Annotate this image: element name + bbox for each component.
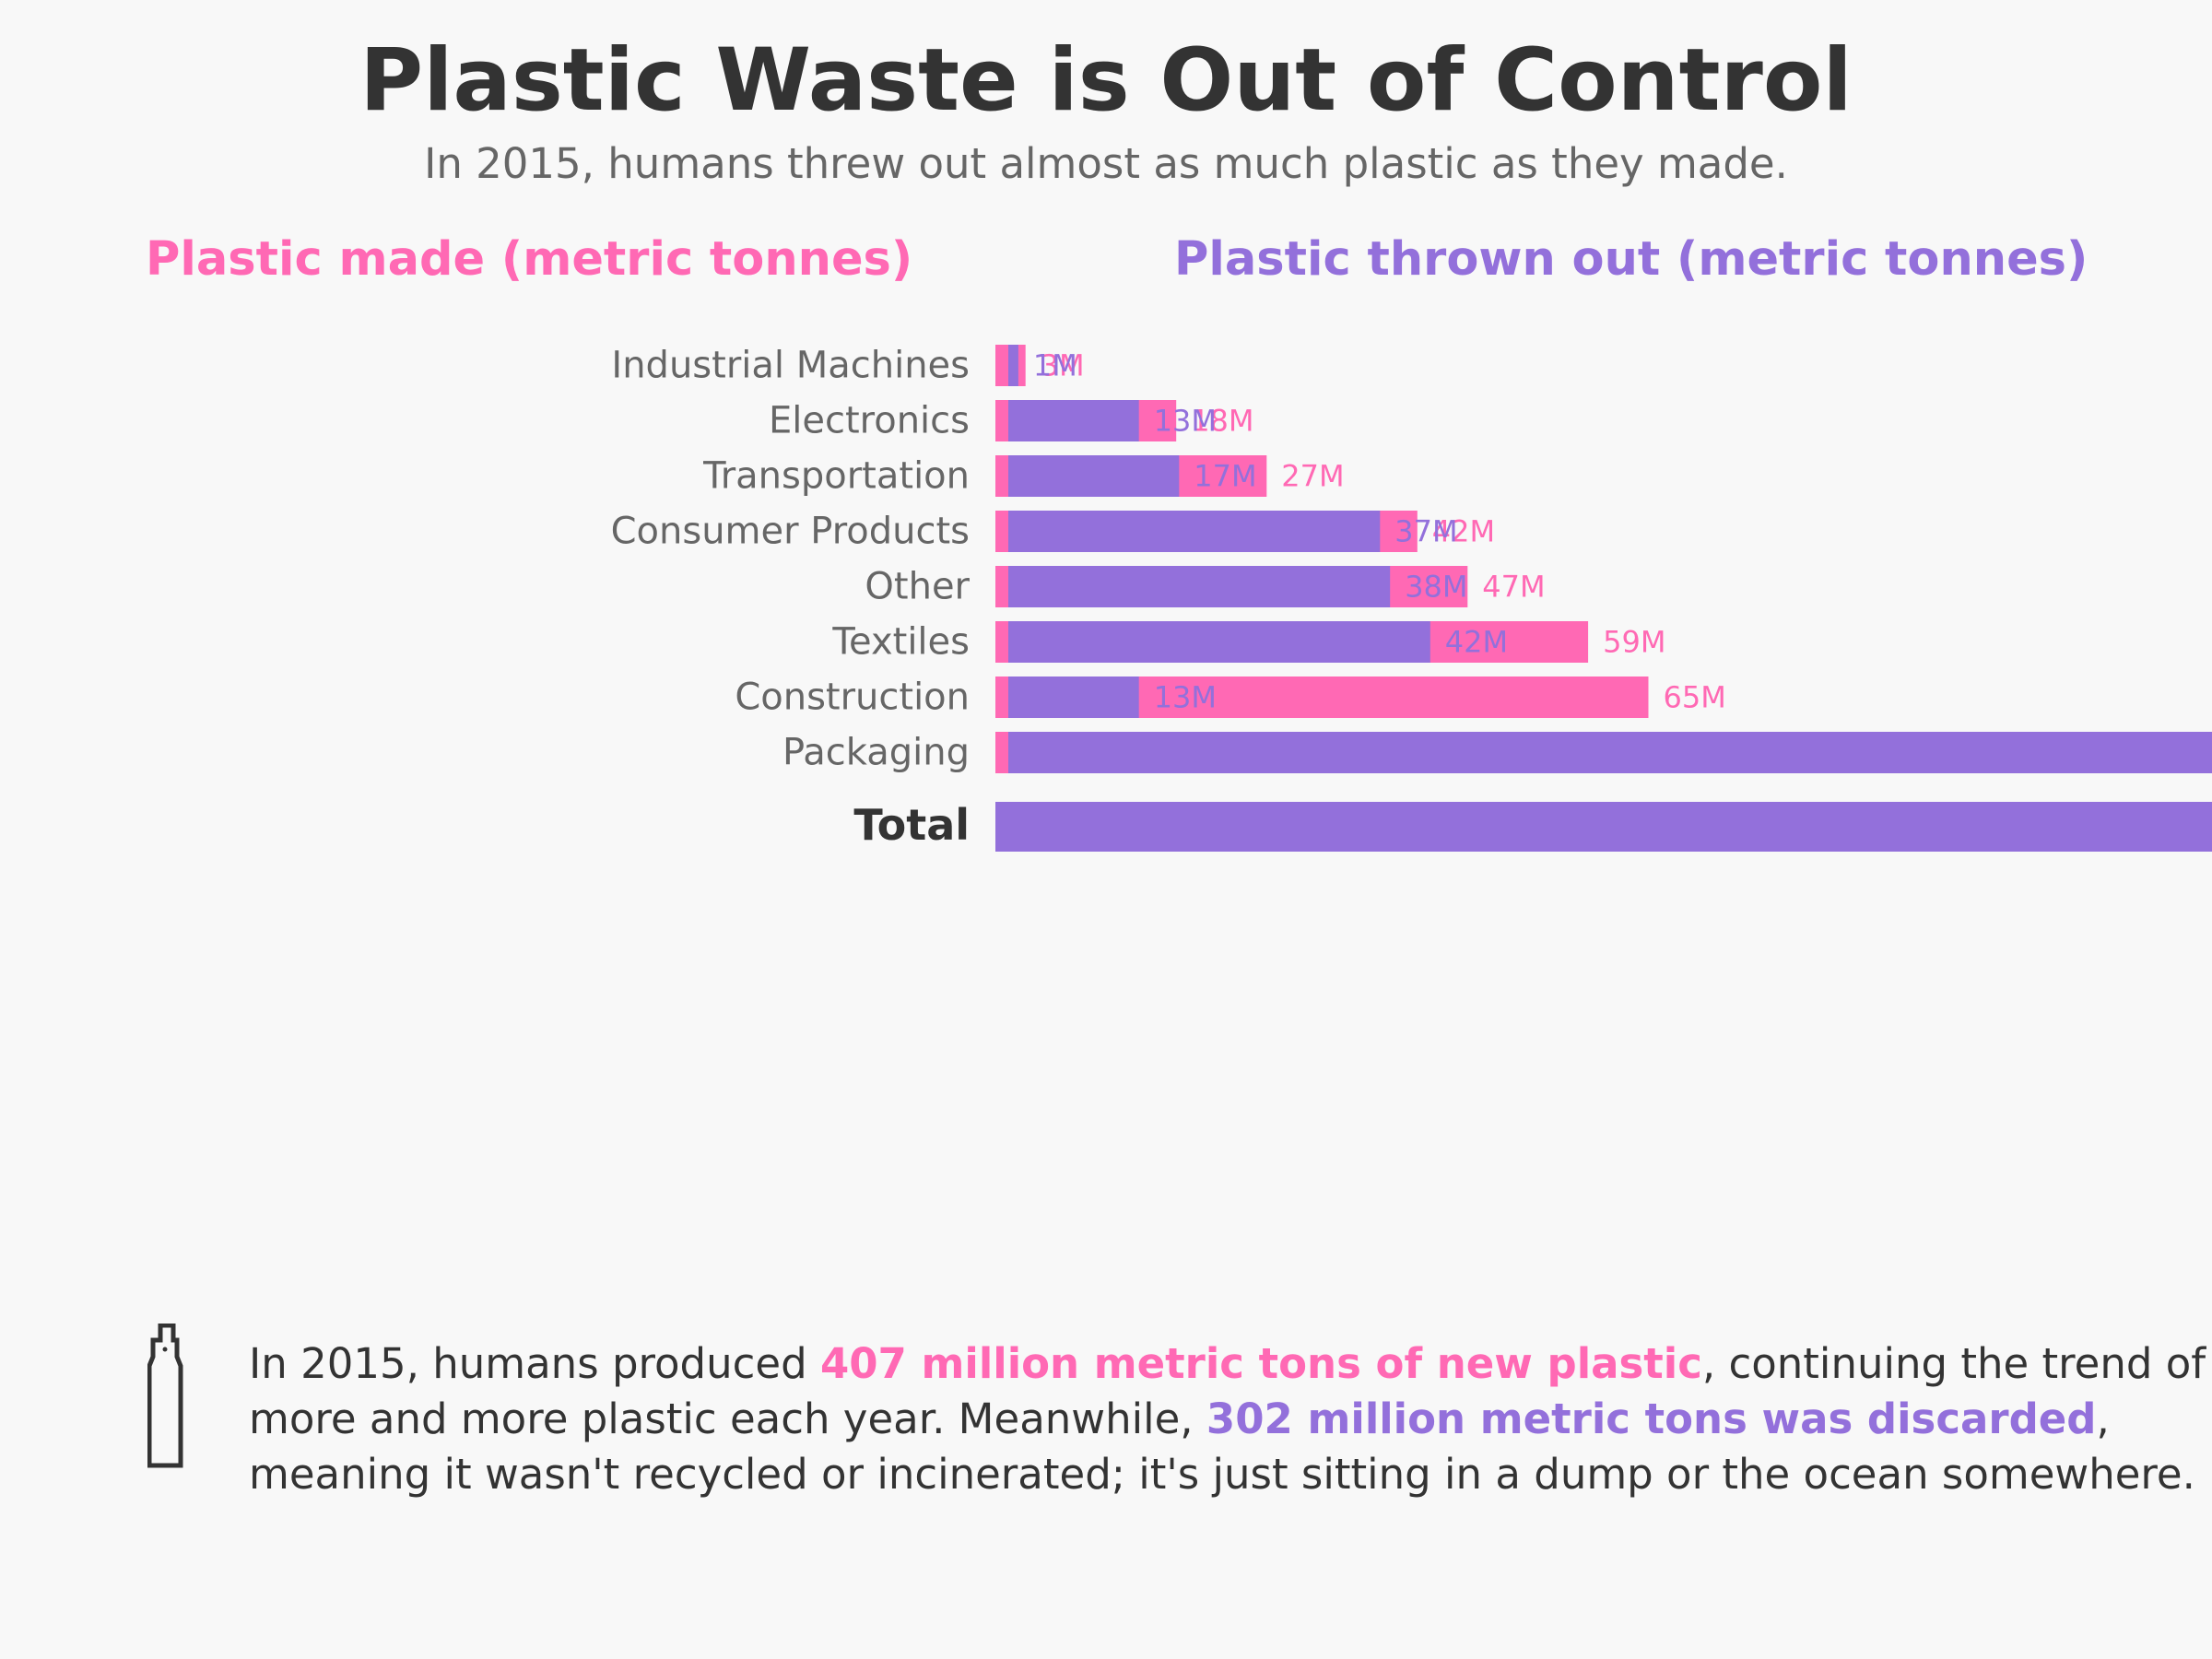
thrown-bar bbox=[1008, 677, 1139, 718]
thrown-value-label: 38M bbox=[1405, 570, 1467, 605]
total-label: Total bbox=[853, 800, 970, 850]
summary-line-1: In 2015, humans produced 407 million met… bbox=[249, 1336, 2212, 1392]
thrown-total-highlight: 302 million metric tons was discarded bbox=[1206, 1394, 2097, 1443]
thrown-value-label: 1M bbox=[1033, 348, 1077, 383]
thrown-value-label: 13M bbox=[1154, 680, 1217, 715]
thrown-bar bbox=[1008, 345, 1018, 386]
thrown-bar bbox=[995, 802, 2212, 852]
thrown-bar bbox=[1008, 566, 1391, 607]
page-title: Plastic Waste is Out of Control bbox=[359, 30, 1853, 131]
made-value-label: 42M bbox=[1432, 514, 1495, 549]
category-label: Packaging bbox=[782, 732, 970, 774]
summary-text: In 2015, humans produced bbox=[249, 1339, 820, 1388]
thrown-bar bbox=[1008, 511, 1381, 552]
made-value-label: 65M bbox=[1664, 680, 1726, 715]
thrown-value-label: 13M bbox=[1154, 404, 1217, 439]
category-label: Industrial Machines bbox=[611, 345, 970, 387]
made-value-label: 27M bbox=[1281, 459, 1344, 494]
thrown-bar bbox=[1008, 400, 1139, 441]
bottle-icon bbox=[147, 1324, 183, 1468]
thrown-bar bbox=[1008, 455, 1180, 497]
summary-text: , bbox=[2096, 1394, 2110, 1443]
category-label: Electronics bbox=[769, 400, 970, 442]
made-column-header: Plastic made (metric tonnes) bbox=[146, 232, 913, 287]
category-label: Construction bbox=[735, 677, 970, 719]
category-label: Textiles bbox=[831, 621, 970, 664]
thrown-bar bbox=[1008, 732, 2212, 773]
summary-text: , continuing the trend of bbox=[1701, 1339, 2206, 1388]
summary-text: more and more plastic each year. Meanwhi… bbox=[249, 1394, 1206, 1443]
made-value-label: 47M bbox=[1482, 570, 1545, 605]
category-label: Transportation bbox=[702, 455, 970, 498]
summary-line-2: more and more plastic each year. Meanwhi… bbox=[249, 1392, 2212, 1447]
thrown-value-label: 17M bbox=[1194, 459, 1256, 494]
page-subtitle: In 2015, humans threw out almost as much… bbox=[424, 139, 1788, 188]
category-label: Consumer Products bbox=[611, 511, 970, 553]
summary-note: In 2015, humans produced 407 million met… bbox=[249, 1336, 2212, 1502]
thrown-value-label: 42M bbox=[1445, 625, 1508, 660]
made-value-label: 3M bbox=[1041, 348, 1085, 383]
made-total-highlight: 407 million metric tons of new plastic bbox=[819, 1339, 1702, 1388]
summary-line-3: meaning it wasn't recycled or incinerate… bbox=[249, 1450, 2195, 1499]
thrown-value-label: 37M bbox=[1394, 514, 1457, 549]
category-label: Other bbox=[865, 566, 970, 608]
thrown-bar bbox=[1008, 621, 1430, 663]
made-value-label: 59M bbox=[1603, 625, 1665, 660]
thrown-column-header: Plastic thrown out (metric tonnes) bbox=[1174, 232, 2088, 287]
made-value-label: 18M bbox=[1191, 404, 1253, 439]
